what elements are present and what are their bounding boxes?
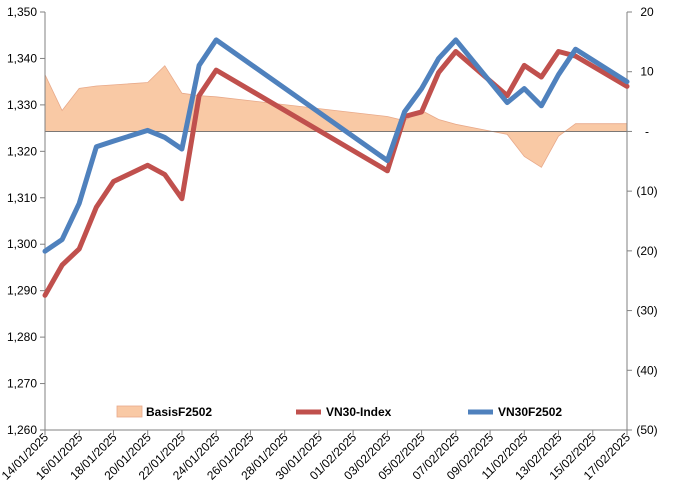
basis-area-layer	[44, 65, 628, 168]
lines-layer	[42, 37, 630, 298]
left-tick-label: 1,330	[7, 98, 37, 112]
right-tick-label: 20	[640, 5, 654, 19]
legend-swatch-BasisF2502	[116, 405, 143, 418]
right-tick-label: (10)	[636, 184, 657, 198]
left-tick-label: 1,340	[7, 51, 37, 65]
legend-label-VN30F2502: VN30F2502	[498, 405, 562, 419]
left-tick-label: 1,260	[7, 423, 37, 437]
right-tick-label: -	[645, 124, 649, 138]
left-tick-label: 1,270	[7, 377, 37, 391]
right-tick-label: (50)	[636, 423, 657, 437]
right-tick-label: 10	[640, 65, 654, 79]
left-tick-label: 1,310	[7, 191, 37, 205]
left-tick-label: 1,280	[7, 330, 37, 344]
left-tick-label: 1,350	[7, 5, 37, 19]
left-tick-label: 1,290	[7, 284, 37, 298]
series-area-BasisF2502	[44, 65, 628, 168]
legend: BasisF2502 VN30-Index VN30F2502	[116, 405, 562, 419]
right-tick-label: (30)	[636, 304, 657, 318]
left-tick-label: 1,320	[7, 144, 37, 158]
left-tick-label: 1,300	[7, 237, 37, 251]
right-tick-label: (20)	[636, 244, 657, 258]
legend-label-BasisF2502: BasisF2502	[146, 405, 212, 419]
series-line-VN30-Index	[42, 49, 630, 298]
series-line-VN30F2502	[42, 37, 630, 254]
legend-label-VN30-Index: VN30-Index	[326, 405, 392, 419]
right-tick-label: (40)	[636, 363, 657, 377]
